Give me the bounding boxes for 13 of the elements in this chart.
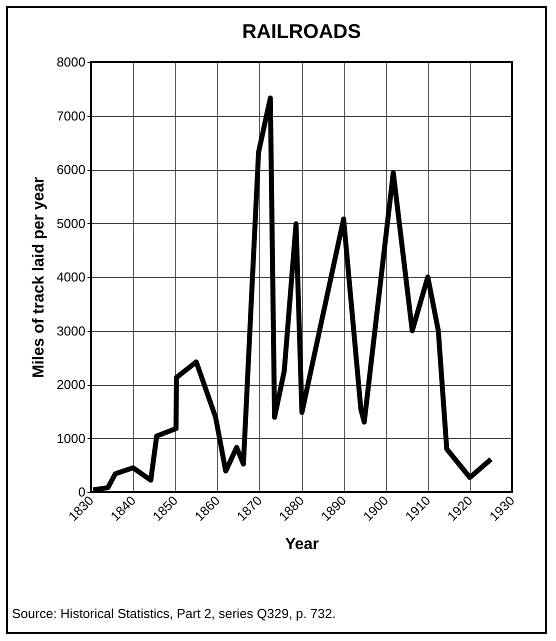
y-tick-label: 3000 — [56, 323, 86, 338]
y-tick-label: 2000 — [56, 377, 86, 392]
y-tick-label: 1000 — [56, 430, 86, 446]
y-tick-label: 6000 — [56, 162, 86, 177]
source-note: Source: Historical Statistics, Part 2, series Q329, p. 732. — [12, 606, 336, 621]
y-tick-label: 5000 — [56, 216, 86, 231]
y-tick-label: 7000 — [56, 108, 86, 124]
y-axis-title: Miles of track laid per year — [30, 177, 48, 378]
x-axis-title: Year — [285, 536, 319, 553]
chart-title: RAILROADS — [242, 21, 361, 43]
y-tick-label: 0 — [78, 484, 86, 500]
y-tick-label: 4000 — [56, 270, 86, 284]
y-tick-label: 8000 — [56, 54, 86, 70]
